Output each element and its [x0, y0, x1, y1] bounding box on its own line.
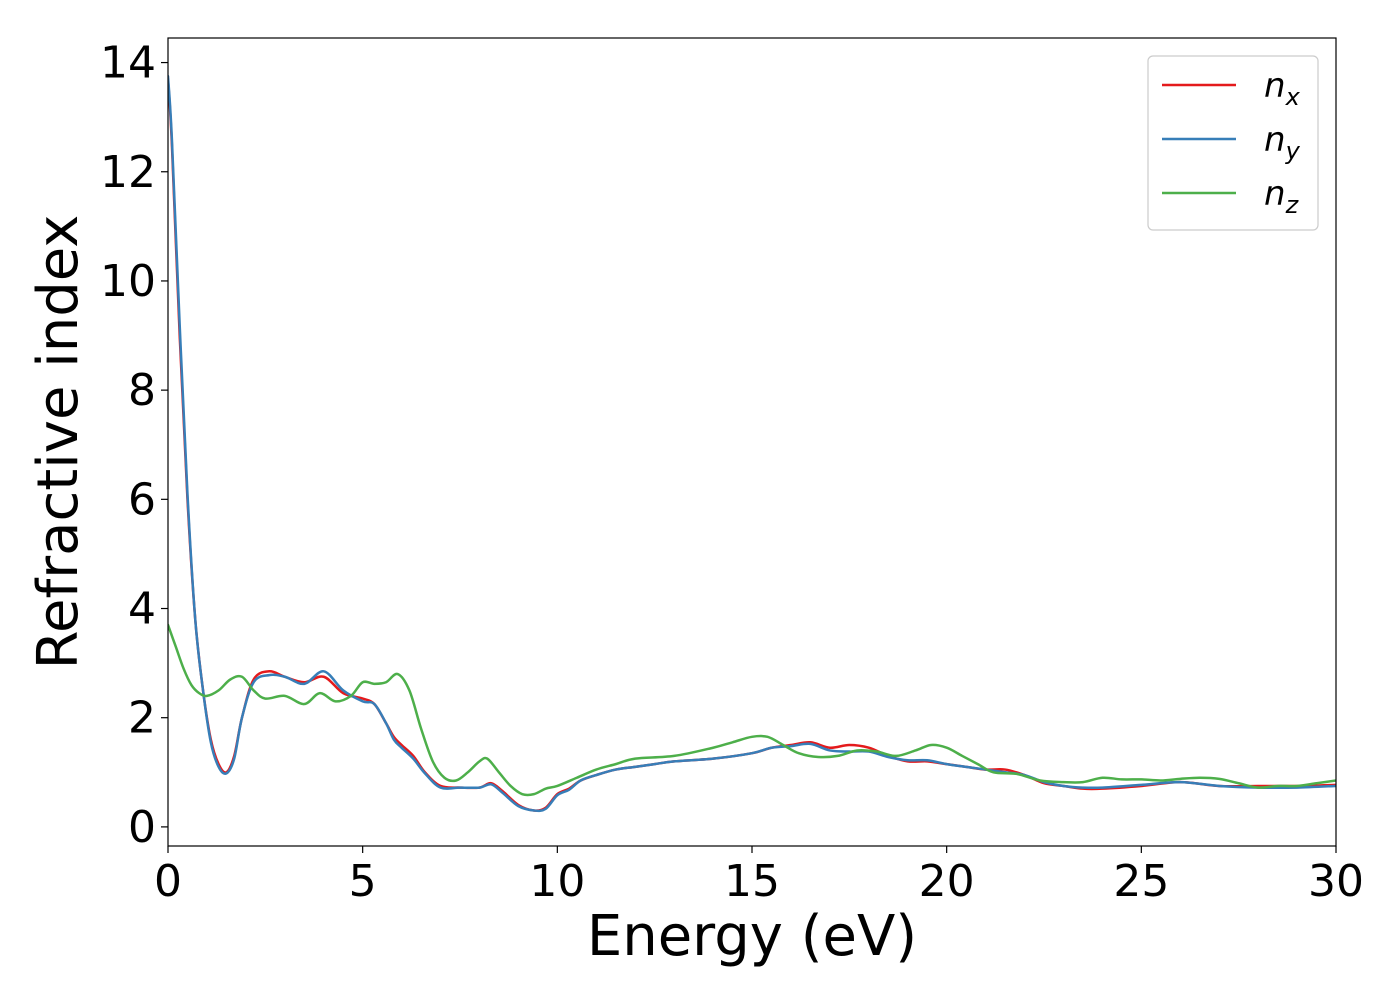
- y-tick-label: 6: [128, 474, 156, 525]
- plot-lines: [168, 74, 1336, 813]
- legend: nx ny nz: [1147, 55, 1319, 231]
- x-axis-label: Energy (eV): [587, 904, 917, 969]
- y-tick-label: 10: [100, 256, 156, 307]
- y-tick-label: 2: [128, 693, 156, 744]
- series-line-z: [168, 623, 1336, 797]
- y-axis: 0 2 4 6 8 10 12 14: [100, 38, 168, 853]
- y-tick-label: 12: [100, 147, 156, 198]
- x-tick-label: 30: [1308, 856, 1364, 907]
- x-tick-label: 20: [919, 856, 975, 907]
- x-tick-label: 0: [154, 856, 182, 907]
- x-tick-label: 15: [724, 856, 780, 907]
- x-axis: 0 5 10 15 20 25 30: [154, 846, 1364, 907]
- x-tick-label: 25: [1113, 856, 1169, 907]
- y-tick-label: 8: [128, 365, 156, 416]
- legend-label-z: nz: [1264, 174, 1300, 219]
- x-tick-label: 10: [529, 856, 585, 907]
- y-tick-label: 0: [128, 802, 156, 853]
- legend-label-y: ny: [1264, 120, 1301, 165]
- x-tick-label: 5: [349, 856, 377, 907]
- y-tick-label: 14: [100, 38, 156, 89]
- y-axis-label: Refractive index: [26, 215, 91, 670]
- legend-label-x: nx: [1264, 66, 1301, 111]
- legend-box: [1147, 55, 1319, 231]
- y-tick-label: 4: [128, 584, 156, 635]
